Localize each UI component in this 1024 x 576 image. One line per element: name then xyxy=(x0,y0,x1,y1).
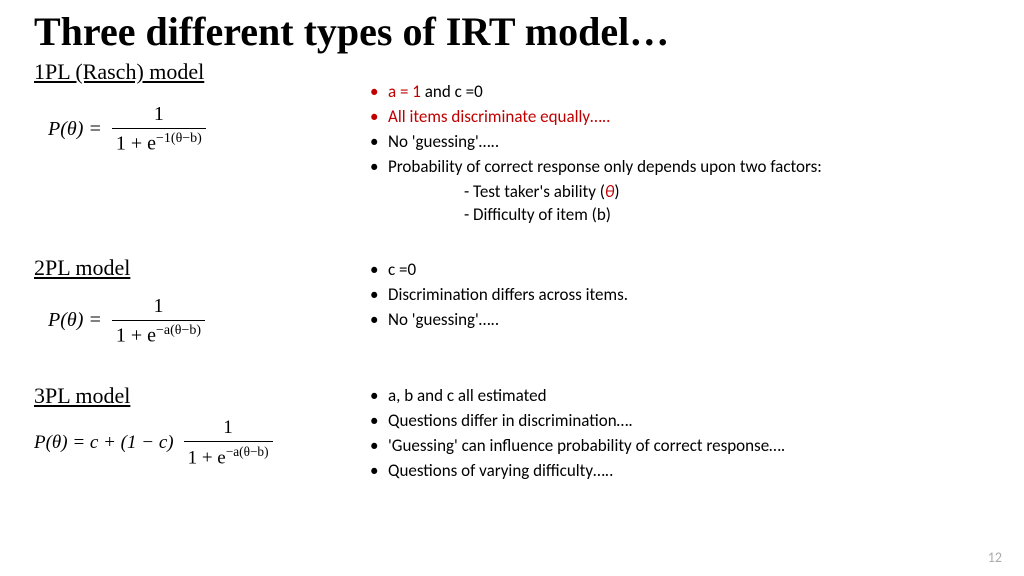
bullet-item: Probability of correct response only dep… xyxy=(364,156,990,179)
page-title: Three different types of IRT model… xyxy=(0,0,1024,59)
bullets-2pl: c =0Discrimination differs across items.… xyxy=(364,259,990,332)
bullets-1pl: a = 1 and c =0All items discriminate equ… xyxy=(364,81,990,179)
bullet-item: 'Guessing' can influence probability of … xyxy=(364,435,990,458)
formula-den: 1 + e−a(θ−b) xyxy=(112,320,205,348)
heading-3pl: 3PL model xyxy=(34,383,364,409)
formula-num: 1 xyxy=(150,103,168,128)
bullet-item: Discrimination differs across items. xyxy=(364,284,990,307)
den-exp: −a(θ−b) xyxy=(156,323,201,338)
bullet-item: Questions of varying difficulty….. xyxy=(364,460,990,483)
heading-1pl: 1PL (Rasch) model xyxy=(34,59,364,85)
den-exp: −a(θ−b) xyxy=(226,444,269,459)
heading-2pl: 2PL model xyxy=(34,255,364,281)
formula-num: 1 xyxy=(149,295,167,320)
bullet-item: All items discriminate equally….. xyxy=(364,106,990,129)
formula-den: 1 + e−a(θ−b) xyxy=(184,441,273,469)
formula-den: 1 + e−1(θ−b) xyxy=(112,128,206,156)
section-3pl: 3PL model P(θ) = c + (1 − c) 1 1 + e−a(θ… xyxy=(34,383,990,485)
formula-2pl: P(θ) = 1 1 + e−a(θ−b) xyxy=(48,295,364,348)
sub-line: - Difficulty of item (b) xyxy=(364,204,990,227)
page-number: 12 xyxy=(988,549,1002,566)
den-prefix: 1 + e xyxy=(116,324,156,346)
den-prefix: 1 + e xyxy=(188,448,226,469)
formula-lhs: P(θ) = xyxy=(48,118,102,141)
formula-lhs: P(θ) = c + (1 − c) xyxy=(34,432,174,454)
den-exp: −1(θ−b) xyxy=(156,131,202,146)
bullet-item: No 'guessing'….. xyxy=(364,309,990,332)
bullet-item: Questions differ in discrimination…. xyxy=(364,410,990,433)
bullets-3pl: a, b and c all estimatedQuestions differ… xyxy=(364,385,990,483)
formula-1pl: P(θ) = 1 1 + e−1(θ−b) xyxy=(48,103,364,156)
content-area: 1PL (Rasch) model P(θ) = 1 1 + e−1(θ−b) … xyxy=(0,59,1024,485)
bullet-item: a, b and c all estimated xyxy=(364,385,990,408)
formula-3pl: P(θ) = c + (1 − c) 1 1 + e−a(θ−b) xyxy=(34,417,364,469)
bullet-item: c =0 xyxy=(364,259,990,282)
section-2pl: 2PL model P(θ) = 1 1 + e−a(θ−b) c =0Disc… xyxy=(34,255,990,348)
bullet-item: a = 1 and c =0 xyxy=(364,81,990,104)
formula-lhs: P(θ) = xyxy=(48,309,102,332)
section-1pl: 1PL (Rasch) model P(θ) = 1 1 + e−1(θ−b) … xyxy=(34,59,990,227)
formula-num: 1 xyxy=(219,417,237,441)
sub-line: - Test taker's ability (θ) xyxy=(364,181,990,204)
bullet-item: No 'guessing'….. xyxy=(364,131,990,154)
den-prefix: 1 + e xyxy=(116,133,156,155)
